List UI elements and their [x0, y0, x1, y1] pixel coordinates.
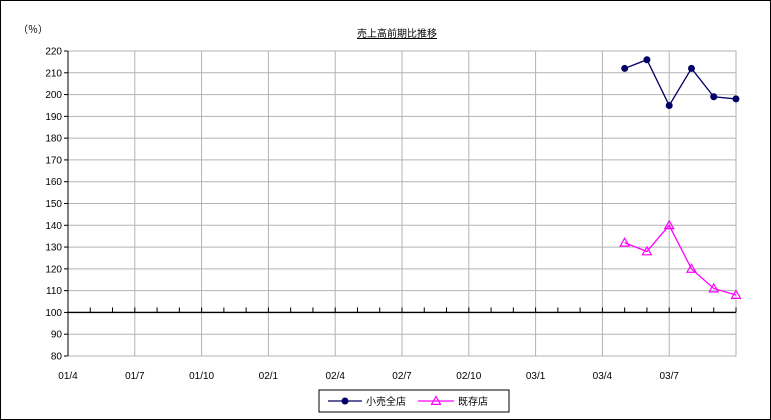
x-tick-label: 02/4: [325, 371, 345, 382]
y-tick-label: 130: [45, 243, 62, 254]
legend-label: 小売全店: [366, 395, 406, 408]
data-point: [710, 93, 718, 101]
data-point: [430, 395, 442, 405]
series-1: [621, 56, 740, 109]
data-point: [708, 282, 720, 293]
x-tick-label: 01/7: [125, 371, 145, 382]
y-tick-labels: 80 90 100 110 120 130 140 150 160 170 180 190 200 210…: [45, 47, 62, 363]
x-tick-label: 03/7: [659, 371, 679, 382]
y-tick-label: 150: [45, 199, 62, 210]
x-tick-label: 01/4: [58, 371, 78, 382]
y-tick-label: 160: [45, 177, 62, 188]
data-point: [643, 56, 651, 64]
y-tick-label: 180: [45, 134, 62, 145]
data-point: [685, 263, 698, 273]
y-tick-label: 80: [51, 352, 63, 363]
data-point: [687, 64, 695, 72]
legend-label: 既存店: [458, 395, 488, 408]
axes: [64, 50, 737, 357]
data-point: [665, 101, 673, 109]
grid-lines: [68, 50, 736, 357]
y-tick-label: 200: [45, 90, 62, 101]
y-tick-label: 170: [45, 155, 62, 166]
series-line: [624, 224, 737, 296]
data-point: [621, 64, 629, 72]
x-tick-label: 03/4: [593, 371, 613, 382]
x-tick-label: 03/1: [526, 371, 546, 382]
y-tick-label: 90: [51, 330, 63, 341]
y-tick-label: 140: [45, 221, 62, 232]
y-tick-label: 110: [46, 286, 62, 297]
data-point: [641, 245, 653, 256]
y-tick-label: 210: [45, 68, 62, 79]
x-tick-labels: 01/4 01/7 01/10 02/1 02/4 02/7 02/10 03/1 03/4 03…: [58, 371, 679, 382]
legend: 小売全店 既存店: [318, 389, 510, 413]
data-point: [619, 237, 631, 247]
data-point: [663, 219, 675, 230]
x-tick-label: 01/10: [189, 371, 214, 382]
x-tick-label: 02/10: [456, 371, 481, 382]
chart-title: 売上高前期比推移: [357, 27, 437, 40]
data-point: [732, 95, 740, 103]
y-tick-label: 190: [45, 112, 62, 123]
series-line: [624, 58, 737, 107]
y-tick-label: 100: [45, 308, 62, 319]
series-2: [619, 219, 742, 299]
series-layer: [619, 56, 742, 299]
y-tick-label: 220: [45, 47, 62, 58]
x-tick-label: 02/1: [259, 371, 279, 382]
y-axis-unit-label: （％）: [18, 24, 48, 36]
data-point: [730, 289, 742, 299]
legend-box: [318, 389, 510, 413]
data-point: [341, 397, 349, 405]
x-tick-label: 02/7: [392, 371, 412, 382]
y-tick-label: 120: [45, 264, 62, 275]
